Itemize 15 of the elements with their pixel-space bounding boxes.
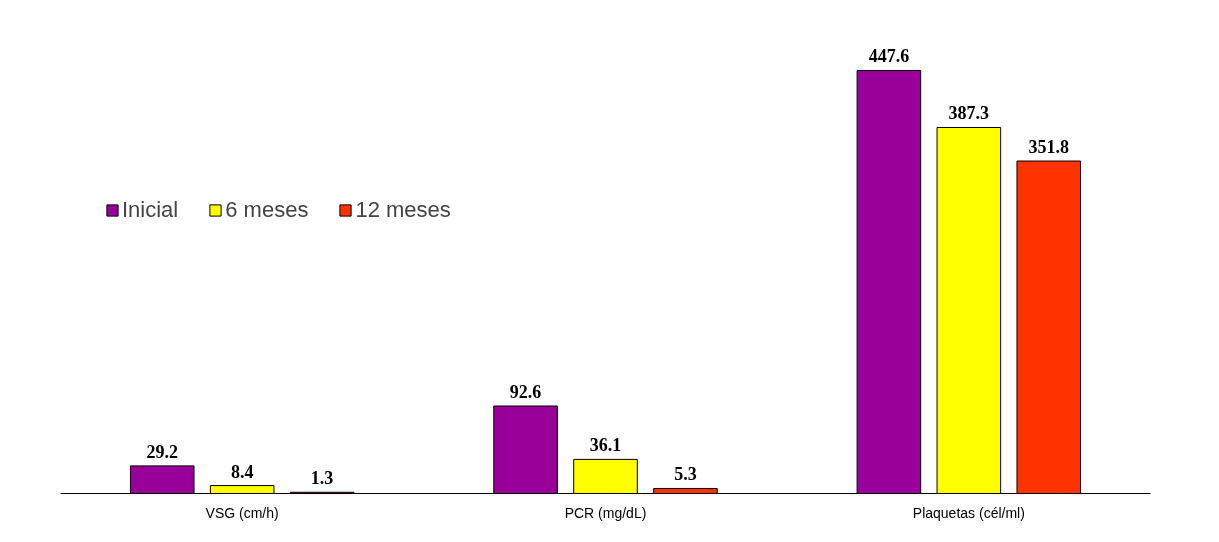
legend-label: 6 meses bbox=[225, 197, 309, 223]
legend-label: 12 meses bbox=[355, 197, 451, 223]
data-label: 351.8 bbox=[1028, 137, 1070, 158]
x-tick-label: VSG (cm/h) bbox=[205, 504, 279, 521]
data-label: 387.3 bbox=[948, 103, 990, 124]
data-label: 447.6 bbox=[868, 46, 910, 67]
data-label: 36.1 bbox=[589, 435, 622, 456]
legend-label: Inicial bbox=[122, 197, 179, 223]
data-label: 5.3 bbox=[674, 464, 697, 485]
data-label: 29.2 bbox=[146, 441, 178, 462]
x-tick-label: PCR (mg/dL) bbox=[564, 504, 647, 521]
x-tick-label: Plaquetas (cél/ml) bbox=[912, 504, 1025, 521]
data-label: 8.4 bbox=[230, 461, 254, 482]
data-label: 92.6 bbox=[509, 381, 542, 402]
data-label: 1.3 bbox=[310, 468, 334, 489]
